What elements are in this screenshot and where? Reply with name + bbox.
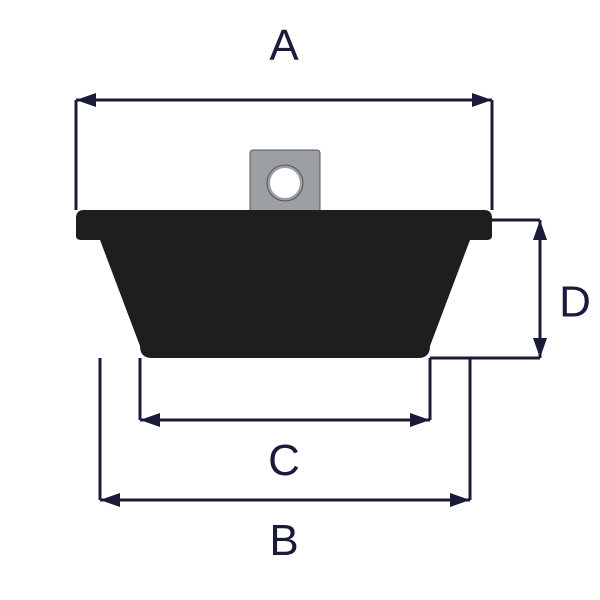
dim-arrow: [472, 93, 492, 107]
dim-label-C: C: [268, 436, 300, 485]
plug-body: [76, 210, 492, 358]
dim-label-D: D: [559, 278, 591, 327]
dim-label-A: A: [269, 21, 299, 70]
dim-arrow: [140, 413, 160, 427]
dim-label-B: B: [269, 516, 298, 565]
dim-arrow: [533, 220, 547, 240]
tab-hole: [270, 168, 300, 198]
dim-arrow: [450, 493, 470, 507]
dim-arrow: [76, 93, 96, 107]
dim-arrow: [410, 413, 430, 427]
dim-arrow: [100, 493, 120, 507]
dim-arrow: [533, 338, 547, 358]
